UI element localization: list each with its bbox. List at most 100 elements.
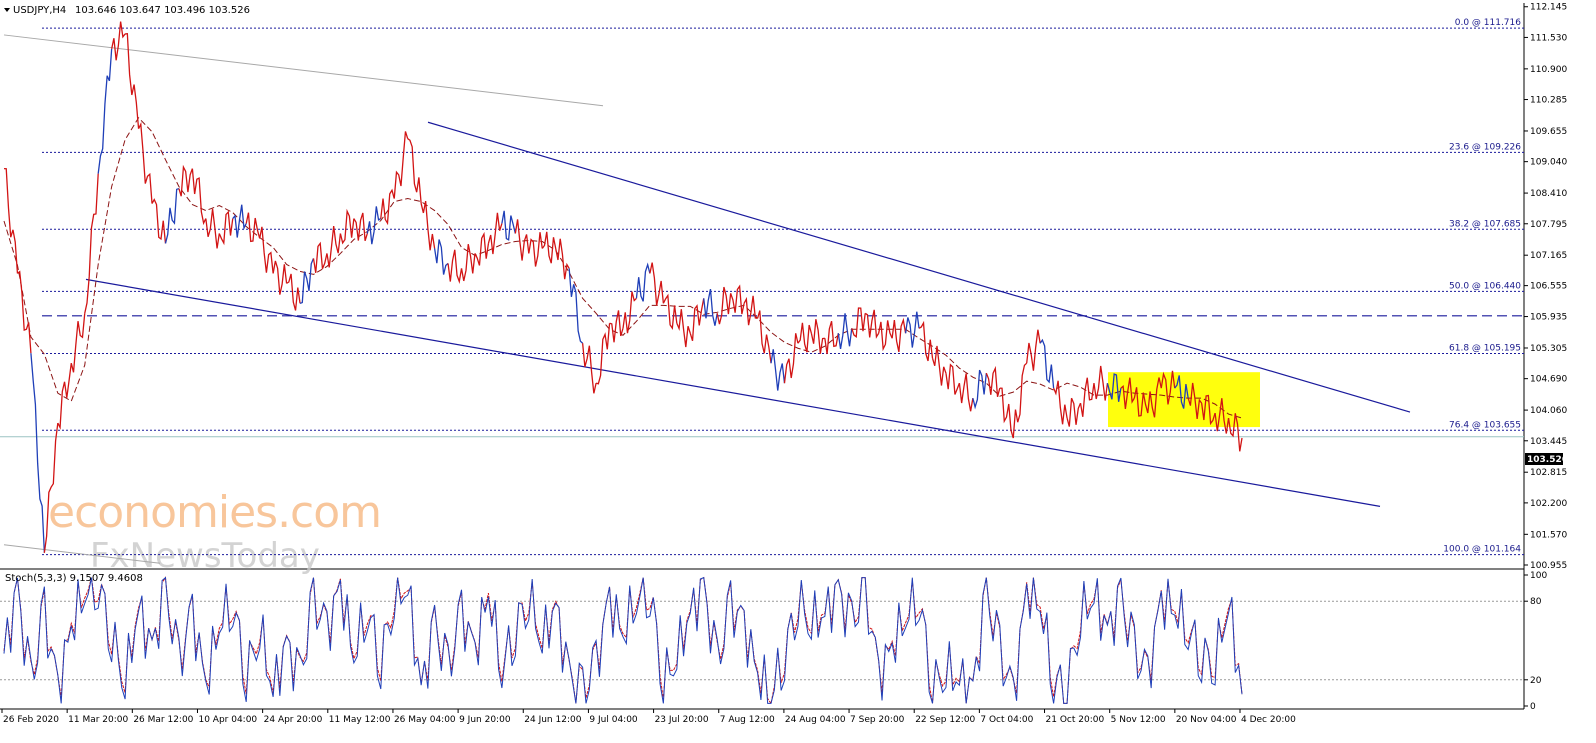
price-segment <box>460 244 476 282</box>
x-tick-label: 26 May 04:00 <box>394 715 456 725</box>
price-axis-ticks: 112.145 111.530 110.900 110.285 109.655 109.0… <box>1524 3 1567 571</box>
price-segment <box>972 369 987 410</box>
price-segment <box>218 210 234 246</box>
time-axis-ticks: 26 Feb 2020 11 Mar 20:00 26 Mar 12:00 10 Ap… <box>1 709 1296 725</box>
price-segment <box>1026 329 1041 371</box>
price-segment <box>622 291 637 334</box>
stoch-main-line <box>3 576 1243 704</box>
price-segment <box>312 241 328 273</box>
price-segment <box>958 373 974 412</box>
y-tick-label: 105.305 <box>1530 344 1567 354</box>
price-segment <box>97 48 113 174</box>
watermark-fxnewstoday: FxNewsToday <box>90 536 320 576</box>
price-segment <box>528 232 543 267</box>
price-segment <box>904 311 920 348</box>
stochastic-label: Stoch(5,3,3) 9.1507 9.4608 <box>5 573 143 584</box>
price-segment <box>1066 397 1082 427</box>
price-segment <box>30 353 46 553</box>
x-tick-label: 7 Oct 04:00 <box>980 715 1033 725</box>
fibonacci-levels: 0.0 @ 111.716 23.6 @ 109.226 38.2 @ 107.68… <box>0 18 1524 556</box>
price-segment <box>810 319 825 354</box>
price-segment <box>326 226 342 268</box>
price-segment <box>232 204 247 238</box>
y-tick-label: 110.900 <box>1530 65 1567 75</box>
price-segment <box>245 212 261 243</box>
price-segment <box>837 313 853 349</box>
price-segment <box>299 258 315 304</box>
price-segment <box>259 226 274 274</box>
fib-level-label: 0.0 @ 111.716 <box>1455 18 1522 28</box>
price-segment <box>851 307 866 339</box>
price-segment <box>662 293 678 330</box>
price-segment <box>474 231 490 266</box>
price-segment <box>380 188 395 226</box>
y-tick-label: 109.040 <box>1530 158 1567 168</box>
price-segment <box>581 343 597 394</box>
price-segment <box>487 212 503 255</box>
price-segment <box>178 164 194 197</box>
upper-channel-line <box>427 121 1411 413</box>
price-segment <box>447 249 463 285</box>
y-tick-label: 107.165 <box>1530 251 1567 261</box>
current-price-badge <box>1525 453 1563 465</box>
y-tick-label: 112.145 <box>1530 3 1567 13</box>
stochastic-panel: 100 80 20 0 <box>0 571 1547 712</box>
stoch-tick-label: 0 <box>1530 702 1536 712</box>
price-segment <box>1200 394 1216 426</box>
price-segment <box>57 363 72 430</box>
price-segment <box>703 288 718 326</box>
x-tick-label: 22 Sep 12:00 <box>915 715 975 725</box>
chart-ohlc: 103.646 103.647 103.496 103.526 <box>75 5 250 16</box>
y-tick-label: 111.530 <box>1530 33 1567 43</box>
price-segment <box>1079 377 1095 417</box>
current-price-label: 103.526 <box>1527 455 1568 465</box>
y-tick-label: 106.555 <box>1530 282 1567 292</box>
stoch-tick-label: 100 <box>1530 571 1547 581</box>
price-segment <box>420 200 436 251</box>
price-segment <box>339 208 355 245</box>
price-segment <box>541 231 557 264</box>
price-segment <box>1120 377 1135 409</box>
price-segment <box>730 284 745 315</box>
price-segment <box>918 320 934 362</box>
price-segment <box>501 210 516 241</box>
moving-average-line <box>3 116 1243 419</box>
chart-symbol: USDJPY,H4 <box>13 5 66 16</box>
price-segment <box>1106 373 1122 402</box>
dropdown-arrow-icon[interactable] <box>4 8 10 12</box>
stoch-tick-label: 20 <box>1530 676 1542 686</box>
x-tick-label: 9 Jul 04:00 <box>589 715 638 725</box>
price-segment <box>891 317 907 353</box>
fib-level-label: 61.8 @ 105.195 <box>1449 343 1521 353</box>
price-segment <box>878 320 893 352</box>
price-segment <box>433 239 449 275</box>
x-tick-label: 10 Apr 04:00 <box>198 715 257 725</box>
old-resistance-line <box>3 34 604 107</box>
price-segment <box>1039 338 1055 389</box>
price-segment <box>635 262 651 302</box>
x-tick-label: 24 Apr 20:00 <box>264 715 323 725</box>
price-segment <box>931 345 947 386</box>
price-segment <box>770 349 786 391</box>
y-tick-label: 102.815 <box>1530 468 1567 478</box>
y-tick-label: 104.690 <box>1530 375 1567 385</box>
price-segment <box>783 333 799 384</box>
y-tick-label: 104.060 <box>1530 406 1567 416</box>
x-tick-label: 7 Aug 12:00 <box>720 715 775 725</box>
price-segment <box>205 208 220 249</box>
price-segment <box>1160 370 1176 405</box>
price-segment <box>514 219 530 261</box>
price-segment <box>164 187 180 244</box>
x-tick-label: 26 Feb 2020 <box>3 715 59 725</box>
price-segment <box>393 131 409 199</box>
x-tick-label: 26 Mar 12:00 <box>133 715 193 725</box>
price-segment <box>3 167 19 274</box>
fib-level-label: 76.4 @ 103.655 <box>1449 420 1521 430</box>
x-tick-label: 7 Sep 20:00 <box>850 715 905 725</box>
price-segment <box>555 238 570 280</box>
price-segment <box>17 270 32 354</box>
price-segment <box>84 173 99 314</box>
price-segment <box>353 212 368 242</box>
